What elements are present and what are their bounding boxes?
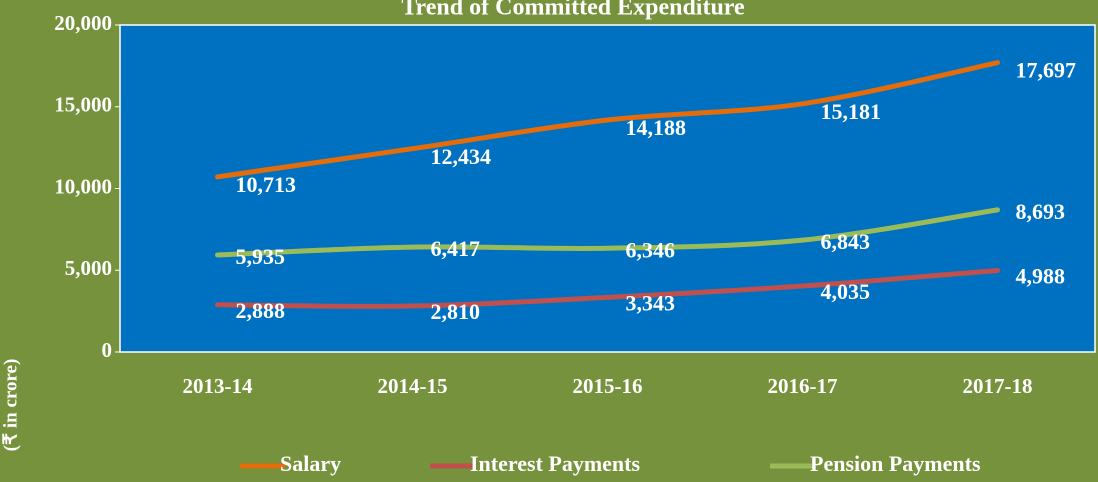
y-tick-label: 20,000 xyxy=(54,11,112,35)
line-1 xyxy=(215,267,1000,309)
x-tick-label: 2017-18 xyxy=(963,374,1033,398)
data-label: 4,988 xyxy=(1016,263,1066,288)
y-axis-label: (₹ in crore) xyxy=(0,359,21,452)
y-tick-label: 15,000 xyxy=(54,93,112,117)
data-label: 2,888 xyxy=(236,298,286,323)
data-label: 6,417 xyxy=(431,236,481,261)
line-0 xyxy=(215,60,1000,180)
line-2 xyxy=(215,207,1000,258)
data-label: 5,935 xyxy=(236,244,286,269)
data-label: 14,188 xyxy=(626,115,687,140)
data-label: 15,181 xyxy=(821,99,882,124)
data-label: 4,035 xyxy=(821,279,871,304)
x-tick-label: 2015-16 xyxy=(573,374,643,398)
x-tick-label: 2014-15 xyxy=(378,374,448,398)
data-label: 6,346 xyxy=(626,237,676,262)
legend-label: Interest Payments xyxy=(470,451,640,476)
data-label: 3,343 xyxy=(626,290,676,315)
y-tick-label: 5,000 xyxy=(65,256,112,280)
legend-label: Salary xyxy=(280,451,341,476)
chart-title: Trend of Committed Expenditure xyxy=(401,0,745,21)
x-tick-label: 2013-14 xyxy=(183,374,253,398)
data-label: 12,434 xyxy=(431,144,492,169)
data-label: 10,713 xyxy=(236,172,297,197)
data-label: 8,693 xyxy=(1016,199,1066,224)
data-label: 17,697 xyxy=(1016,58,1077,83)
data-label: 2,810 xyxy=(431,299,481,324)
y-tick-label: 0 xyxy=(102,338,113,362)
x-tick-label: 2016-17 xyxy=(768,374,838,398)
y-tick-label: 10,000 xyxy=(54,174,112,198)
data-label: 6,843 xyxy=(821,229,871,254)
legend-label: Pension Payments xyxy=(810,451,981,476)
